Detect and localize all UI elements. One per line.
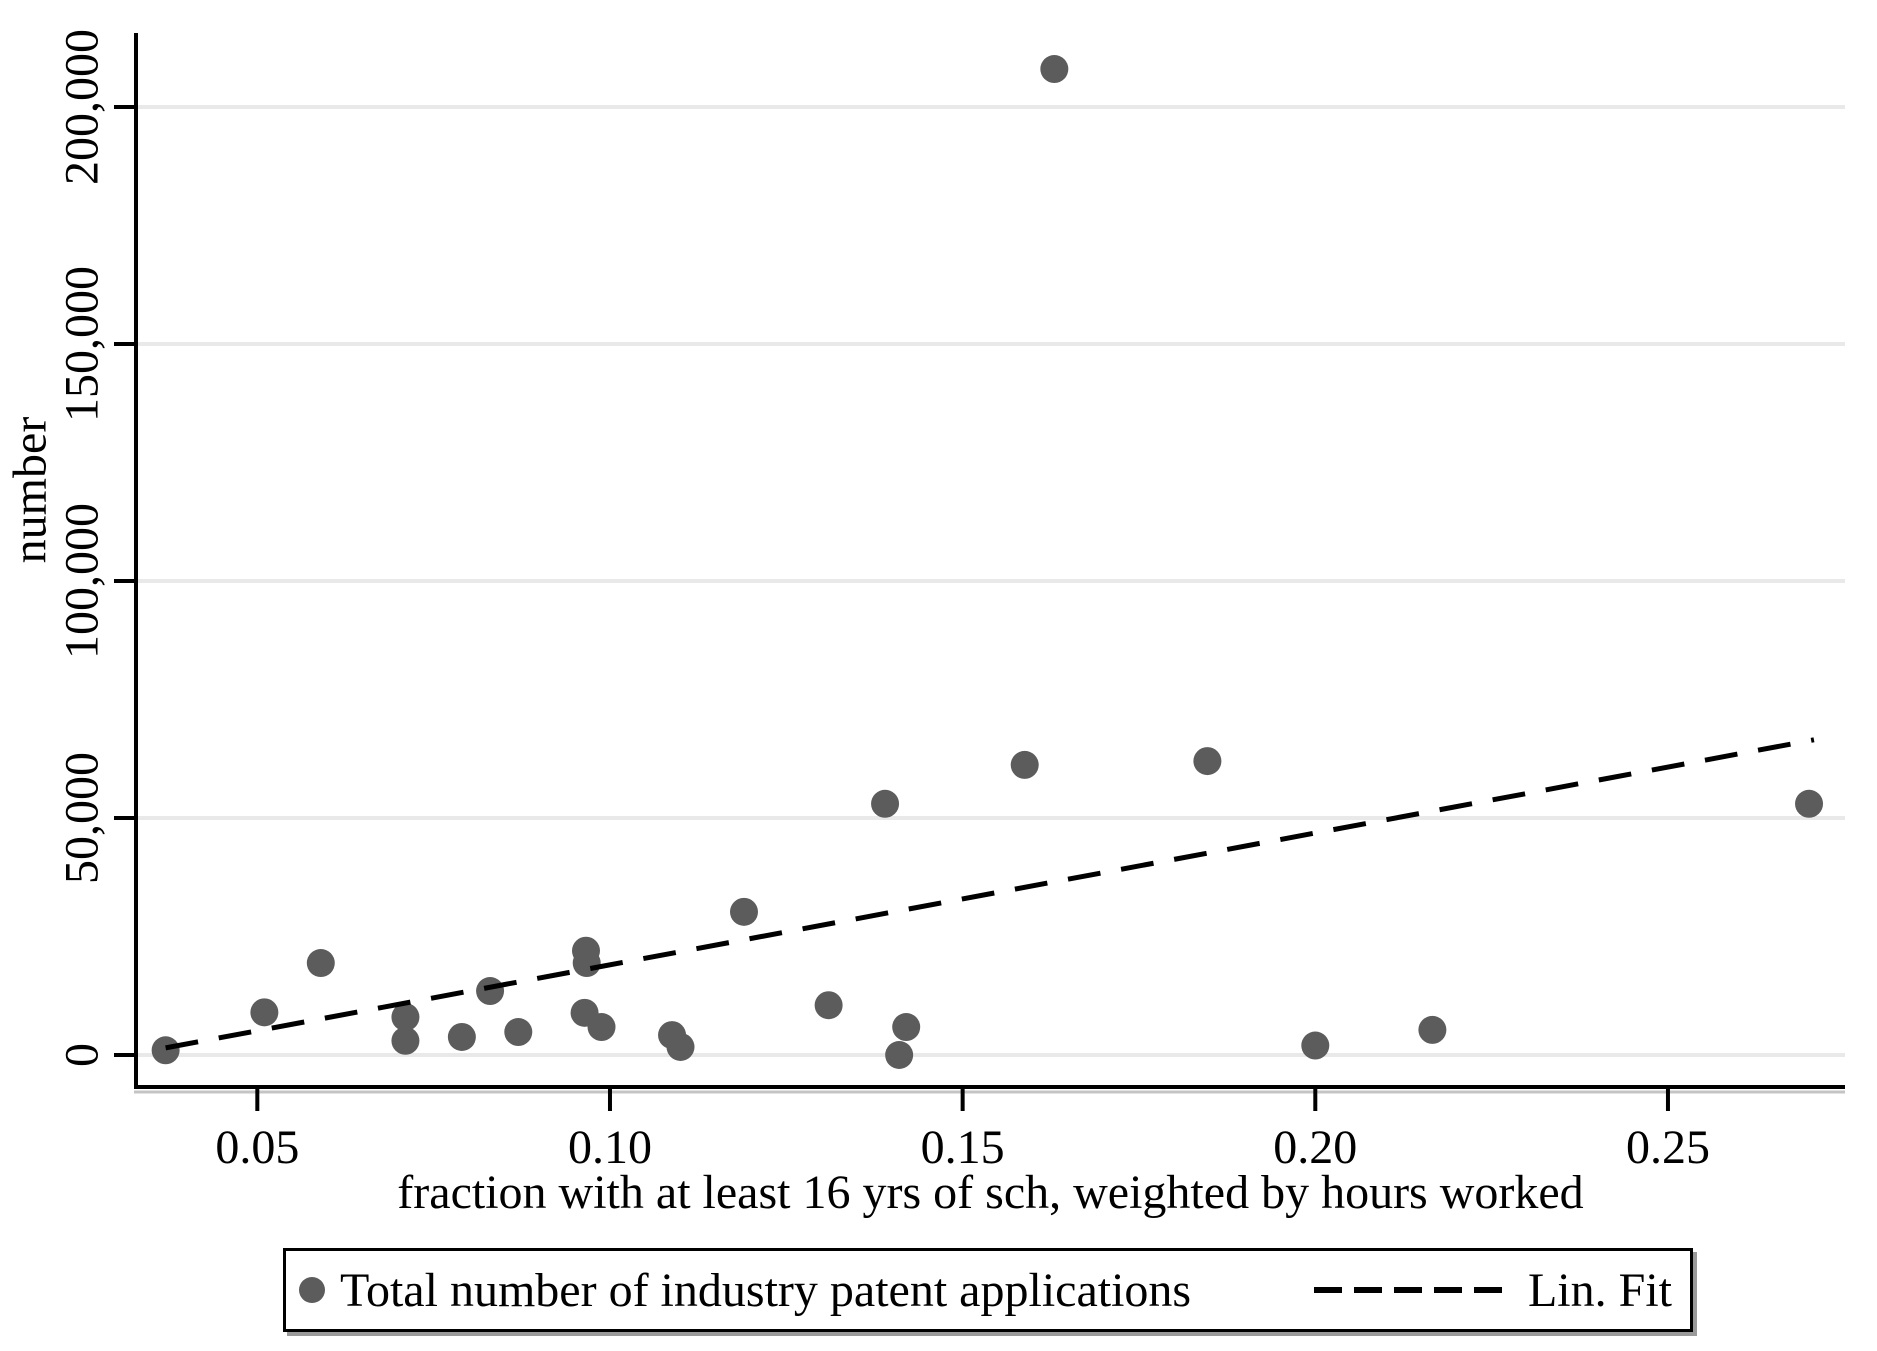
- scatter-point: [666, 1032, 695, 1061]
- x-axis-title: fraction with at least 16 yrs of sch, we…: [397, 1166, 1583, 1219]
- scatter-point: [1301, 1031, 1330, 1060]
- scatter-point: [1418, 1015, 1447, 1044]
- legend-dash-marker: [1313, 1287, 1504, 1293]
- legend-label-fit: Lin. Fit: [1527, 1263, 1672, 1317]
- x-tick-label: 0.25: [1626, 1121, 1710, 1174]
- scatter-point: [476, 977, 505, 1006]
- scatter-point: [587, 1013, 616, 1042]
- scatter-point: [391, 1026, 420, 1055]
- scatter-point: [504, 1018, 533, 1047]
- scatter-point: [729, 897, 758, 926]
- x-tick-label: 0.10: [568, 1121, 652, 1174]
- y-tick-label: 0: [56, 1043, 109, 1067]
- scatter-point: [391, 1003, 420, 1032]
- dot-marker-icon: [299, 1277, 325, 1303]
- y-tick-label: 150,000: [56, 266, 109, 422]
- scatter-point: [1010, 750, 1039, 779]
- y-tick-label: 100,000: [56, 503, 109, 659]
- scatter-point: [885, 1041, 914, 1070]
- x-tick-label: 0.20: [1273, 1121, 1357, 1174]
- scatter-point: [306, 949, 335, 978]
- x-tick-label: 0.15: [921, 1121, 1005, 1174]
- scatter-point: [151, 1036, 180, 1065]
- scatter-point: [572, 949, 601, 978]
- scatter-point: [871, 789, 900, 818]
- scatter-point: [250, 998, 279, 1027]
- legend-label-scatter: Total number of industry patent applicat…: [340, 1263, 1192, 1317]
- scatter-point: [447, 1022, 476, 1051]
- linear-fit-line: [165, 737, 1815, 1051]
- y-tick-label: 50,000: [56, 752, 109, 884]
- legend: Total number of industry patent applicat…: [283, 1248, 1693, 1332]
- scatter-point: [1193, 747, 1222, 776]
- scatter-point: [1040, 55, 1069, 84]
- scatter-point: [1795, 789, 1824, 818]
- x-tick-label: 0.05: [215, 1121, 299, 1174]
- y-tick-label: 200,000: [56, 29, 109, 185]
- y-axis-title: number: [4, 417, 57, 564]
- legend-dot-marker: [299, 1277, 325, 1303]
- scatter-point: [814, 991, 843, 1020]
- scatter-point: [892, 1013, 921, 1042]
